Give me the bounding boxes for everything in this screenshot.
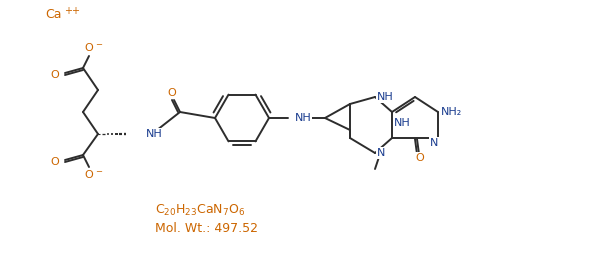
Text: O: O <box>51 70 59 80</box>
Text: O: O <box>168 88 176 98</box>
Text: NH: NH <box>146 129 163 139</box>
Text: Ca: Ca <box>45 9 61 21</box>
Text: NH₂: NH₂ <box>441 107 462 117</box>
Text: NH: NH <box>394 118 411 128</box>
Text: O: O <box>85 170 93 180</box>
Text: NH: NH <box>295 113 312 123</box>
Text: O: O <box>416 153 424 163</box>
Text: −: − <box>95 40 102 50</box>
Text: C$_{20}$H$_{23}$CaN$_7$O$_6$: C$_{20}$H$_{23}$CaN$_7$O$_6$ <box>155 203 245 218</box>
Text: O: O <box>85 43 93 53</box>
Text: O: O <box>51 157 59 167</box>
Text: N: N <box>377 148 386 158</box>
Text: ++: ++ <box>64 6 80 16</box>
Text: N: N <box>430 138 438 148</box>
Text: NH: NH <box>377 92 394 102</box>
Text: Mol. Wt.: 497.52: Mol. Wt.: 497.52 <box>155 222 258 234</box>
Text: −: − <box>95 168 102 176</box>
